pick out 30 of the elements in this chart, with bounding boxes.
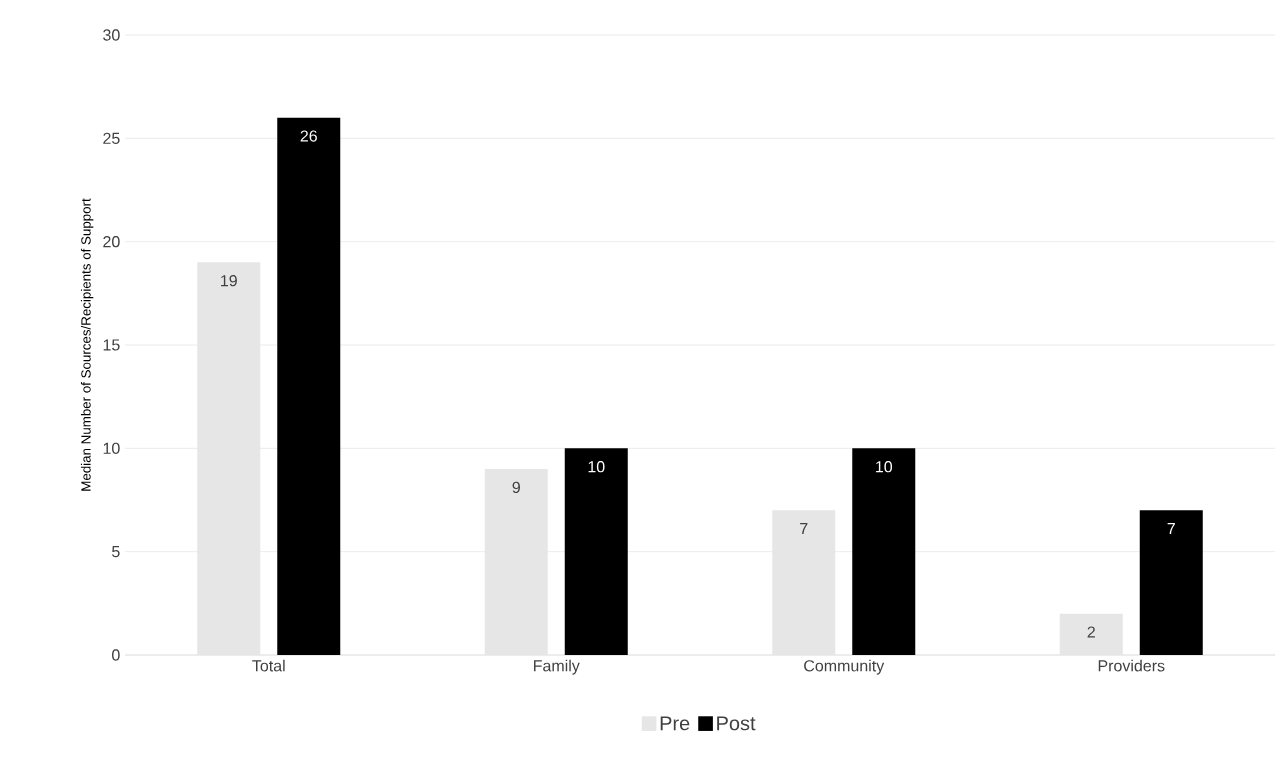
bar	[852, 448, 916, 655]
bar	[564, 448, 628, 655]
data-label: 7	[800, 523, 808, 535]
y-axis-title: Median Number of Sources/Recipients of Support	[80, 198, 94, 491]
data-label: 9	[512, 481, 520, 494]
bar	[1059, 613, 1123, 655]
data-label: 10	[876, 461, 893, 473]
legend-label: Post	[717, 716, 756, 731]
y-tick-label: 20	[103, 236, 120, 248]
y-tick-label: 5	[112, 546, 120, 558]
x-tick-label: Total	[252, 659, 285, 672]
data-label: 7	[1167, 523, 1175, 535]
bar	[277, 117, 341, 655]
data-label: 10	[588, 461, 605, 473]
bar	[484, 469, 548, 655]
y-tick-label: 25	[103, 132, 120, 144]
data-label: 19	[221, 275, 237, 287]
x-tick-label: Providers	[1098, 659, 1165, 672]
bar	[1139, 510, 1203, 655]
data-label: 26	[300, 130, 317, 142]
x-tick-label: Family	[534, 659, 580, 675]
bar	[772, 510, 836, 655]
y-tick-label: 0	[112, 649, 120, 661]
legend-label: Pre	[660, 716, 690, 731]
y-tick-label: 30	[103, 29, 120, 41]
data-label: 2	[1087, 626, 1095, 638]
x-tick-label: Community	[804, 659, 885, 675]
bar	[197, 262, 261, 655]
y-tick-label: 15	[103, 339, 120, 351]
y-tick-label: 10	[103, 442, 120, 454]
